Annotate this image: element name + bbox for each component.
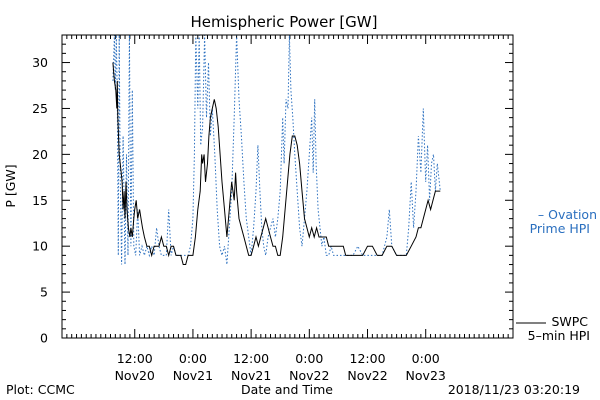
x-tick-label-time: 0:00: [179, 351, 207, 366]
y-tick-label: 20: [32, 147, 48, 162]
y-axis-label: P [GW]: [3, 164, 18, 207]
x-tick-label-time: 0:00: [412, 351, 440, 366]
legend-swpc-line1: SWPC: [551, 314, 588, 329]
x-tick-label-date: Nov21: [173, 368, 213, 383]
x-tick-label-date: Nov22: [289, 368, 329, 383]
ovation-prime-line: [112, 35, 441, 265]
x-tick-label-date: Nov21: [231, 368, 271, 383]
swpc-hpi-line: [112, 62, 441, 265]
x-tick-label-time: 12:00: [233, 351, 269, 366]
y-tick-label: 0: [40, 331, 48, 346]
footer-timestamp: 2018/11/23 03:20:19: [448, 382, 580, 397]
chart-title: Hemispheric Power [GW]: [191, 13, 378, 31]
x-tick-label-date: Nov20: [115, 368, 155, 383]
x-axis-label: Date and Time: [241, 382, 333, 397]
y-tick-label: 10: [32, 239, 48, 254]
x-tick-label-time: 0:00: [295, 351, 323, 366]
x-tick-label-date: Nov23: [406, 368, 446, 383]
legend-swpc-line2: 5–min HPI: [528, 328, 590, 343]
legend-ovation-line2: Prime HPI: [530, 221, 590, 236]
plot-frame: [61, 34, 514, 339]
series-lines: [112, 35, 441, 265]
x-tick-label-date: Nov22: [347, 368, 387, 383]
y-tick-label: 25: [32, 101, 48, 116]
footer-plot-credit: Plot: CCMC: [6, 382, 75, 397]
x-axis-ticks: 12:00 Nov20 0:00 Nov21 12:00 Nov21 0:00 Nov22 12…: [61, 35, 514, 383]
x-tick-label-time: 12:00: [350, 351, 386, 366]
y-tick-label: 30: [32, 55, 48, 70]
y-axis-ticks: 0 5 10 15 20 25 30: [32, 34, 513, 346]
x-tick-label-time: 12:00: [117, 351, 153, 366]
y-tick-label: 5: [40, 285, 48, 300]
legend-ovation-line1: – Ovation: [538, 207, 597, 222]
y-tick-label: 15: [32, 193, 48, 208]
